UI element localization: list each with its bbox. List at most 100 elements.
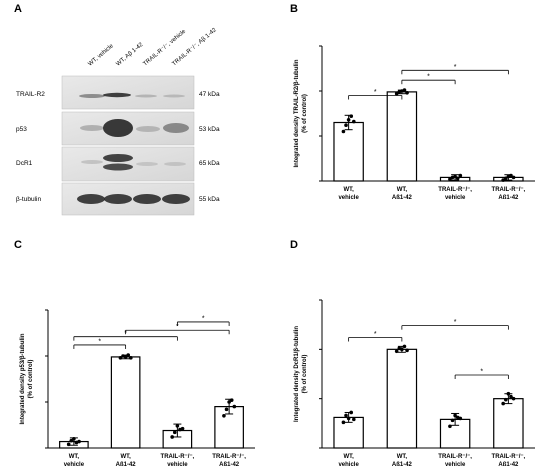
data-point [224,407,229,412]
blot-band [162,194,190,204]
x-tick-label: vehicle [445,195,466,201]
data-point [511,396,516,401]
data-point [77,439,81,444]
significance-star: * [454,319,457,326]
data-point [501,178,505,182]
x-tick-label: vehicle [445,462,466,468]
data-point [232,404,237,409]
blot-band [163,123,189,133]
data-point [501,401,505,406]
data-point [346,118,351,122]
blot-band [80,125,104,131]
blot-row-label: DcR1 [16,160,33,167]
x-tick-label: WT, [69,454,80,460]
blot-band [133,194,161,204]
panel-letter-a: A [14,3,22,15]
data-point [450,418,455,423]
x-tick-label: TRAIL-R⁻/⁻, [212,454,246,460]
western-blot: WT, vehicle WT, Aβ 1-42 TRAIL-R⁻/⁻, vehi… [16,27,220,216]
x-tick-label: Aß1-42 [219,462,240,468]
x-tick-label: WT, [397,187,408,193]
data-point [341,420,346,425]
blot-row-label: p53 [16,126,27,133]
x-tick-label: Aß1-42 [498,195,519,201]
x-tick-label: vehicle [338,195,359,201]
data-point [511,175,516,180]
significance-star: * [454,64,457,71]
panel-letter-d: D [290,239,298,251]
bar [110,356,141,449]
blot-band [103,163,133,171]
blot-band [135,94,157,98]
y-axis-label: Integrated density TRAIL-R2/β-tubulin [294,59,300,167]
significance-star: * [480,368,483,375]
data-point [222,414,226,418]
data-point [175,424,180,428]
x-tick-label: WT, [343,454,354,460]
x-tick-label: TRAIL-R⁻/⁻, [492,187,526,193]
data-point [346,416,351,421]
x-tick-label: Aß1-42 [498,462,519,468]
data-point [344,413,348,418]
blot-kda-label: 53 kDa [199,126,220,133]
data-point [394,91,399,96]
x-tick-label: Aß1-42 [392,195,413,201]
significance-star: * [374,331,377,338]
data-point [453,413,457,418]
lane-label: WT, vehicle [87,43,115,68]
data-point [72,437,76,441]
y-axis-label: (% of control) [302,94,308,133]
data-point [69,438,74,443]
significance-star: * [202,315,205,322]
x-tick-label: vehicle [167,462,188,468]
data-point [458,416,463,421]
blot-kda-label: 65 kDa [199,160,220,167]
data-point [118,356,123,360]
blot-strip [61,75,195,110]
blot-strip [61,146,195,182]
data-point [455,176,460,181]
data-point [229,398,234,402]
blot-band [103,119,133,137]
data-point [349,114,354,118]
data-point [129,356,133,360]
data-point [123,355,128,359]
data-point [509,173,513,178]
data-point [170,435,174,439]
blot-band [136,162,158,166]
y-axis-label: (% of control) [28,360,34,399]
data-point [448,177,452,181]
bar [386,91,418,182]
bar [493,398,524,449]
data-point [402,344,407,349]
data-point [503,176,508,181]
blot-kda-label: 55 kDa [199,196,220,203]
data-point [506,391,511,396]
data-point [66,442,71,447]
bar [333,121,364,182]
data-point [352,119,356,124]
data-point [172,430,177,435]
data-point [400,347,404,352]
data-point [405,348,409,353]
x-tick-label: Aß1-42 [116,462,137,468]
blot-band [103,92,131,98]
data-point [453,174,457,179]
x-tick-label: TRAIL-R⁻/⁻, [492,454,526,460]
blot-band [81,160,103,164]
y-axis-label: Integrated density DcR1/β-tubulin [294,326,300,422]
x-tick-label: vehicle [64,462,85,468]
bar [386,348,418,449]
data-point [227,400,231,404]
data-point [126,353,131,357]
x-tick-label: TRAIL-R⁻/⁻, [161,454,195,460]
significance-star: * [427,74,430,81]
x-tick-label: TRAIL-R⁻/⁻, [438,187,472,193]
chart-panel-c: Integrated density p53/β-tubulin (% of co… [20,309,255,468]
data-point [402,88,407,92]
data-point [180,426,185,431]
data-point [448,424,452,429]
blot-band [163,94,185,98]
